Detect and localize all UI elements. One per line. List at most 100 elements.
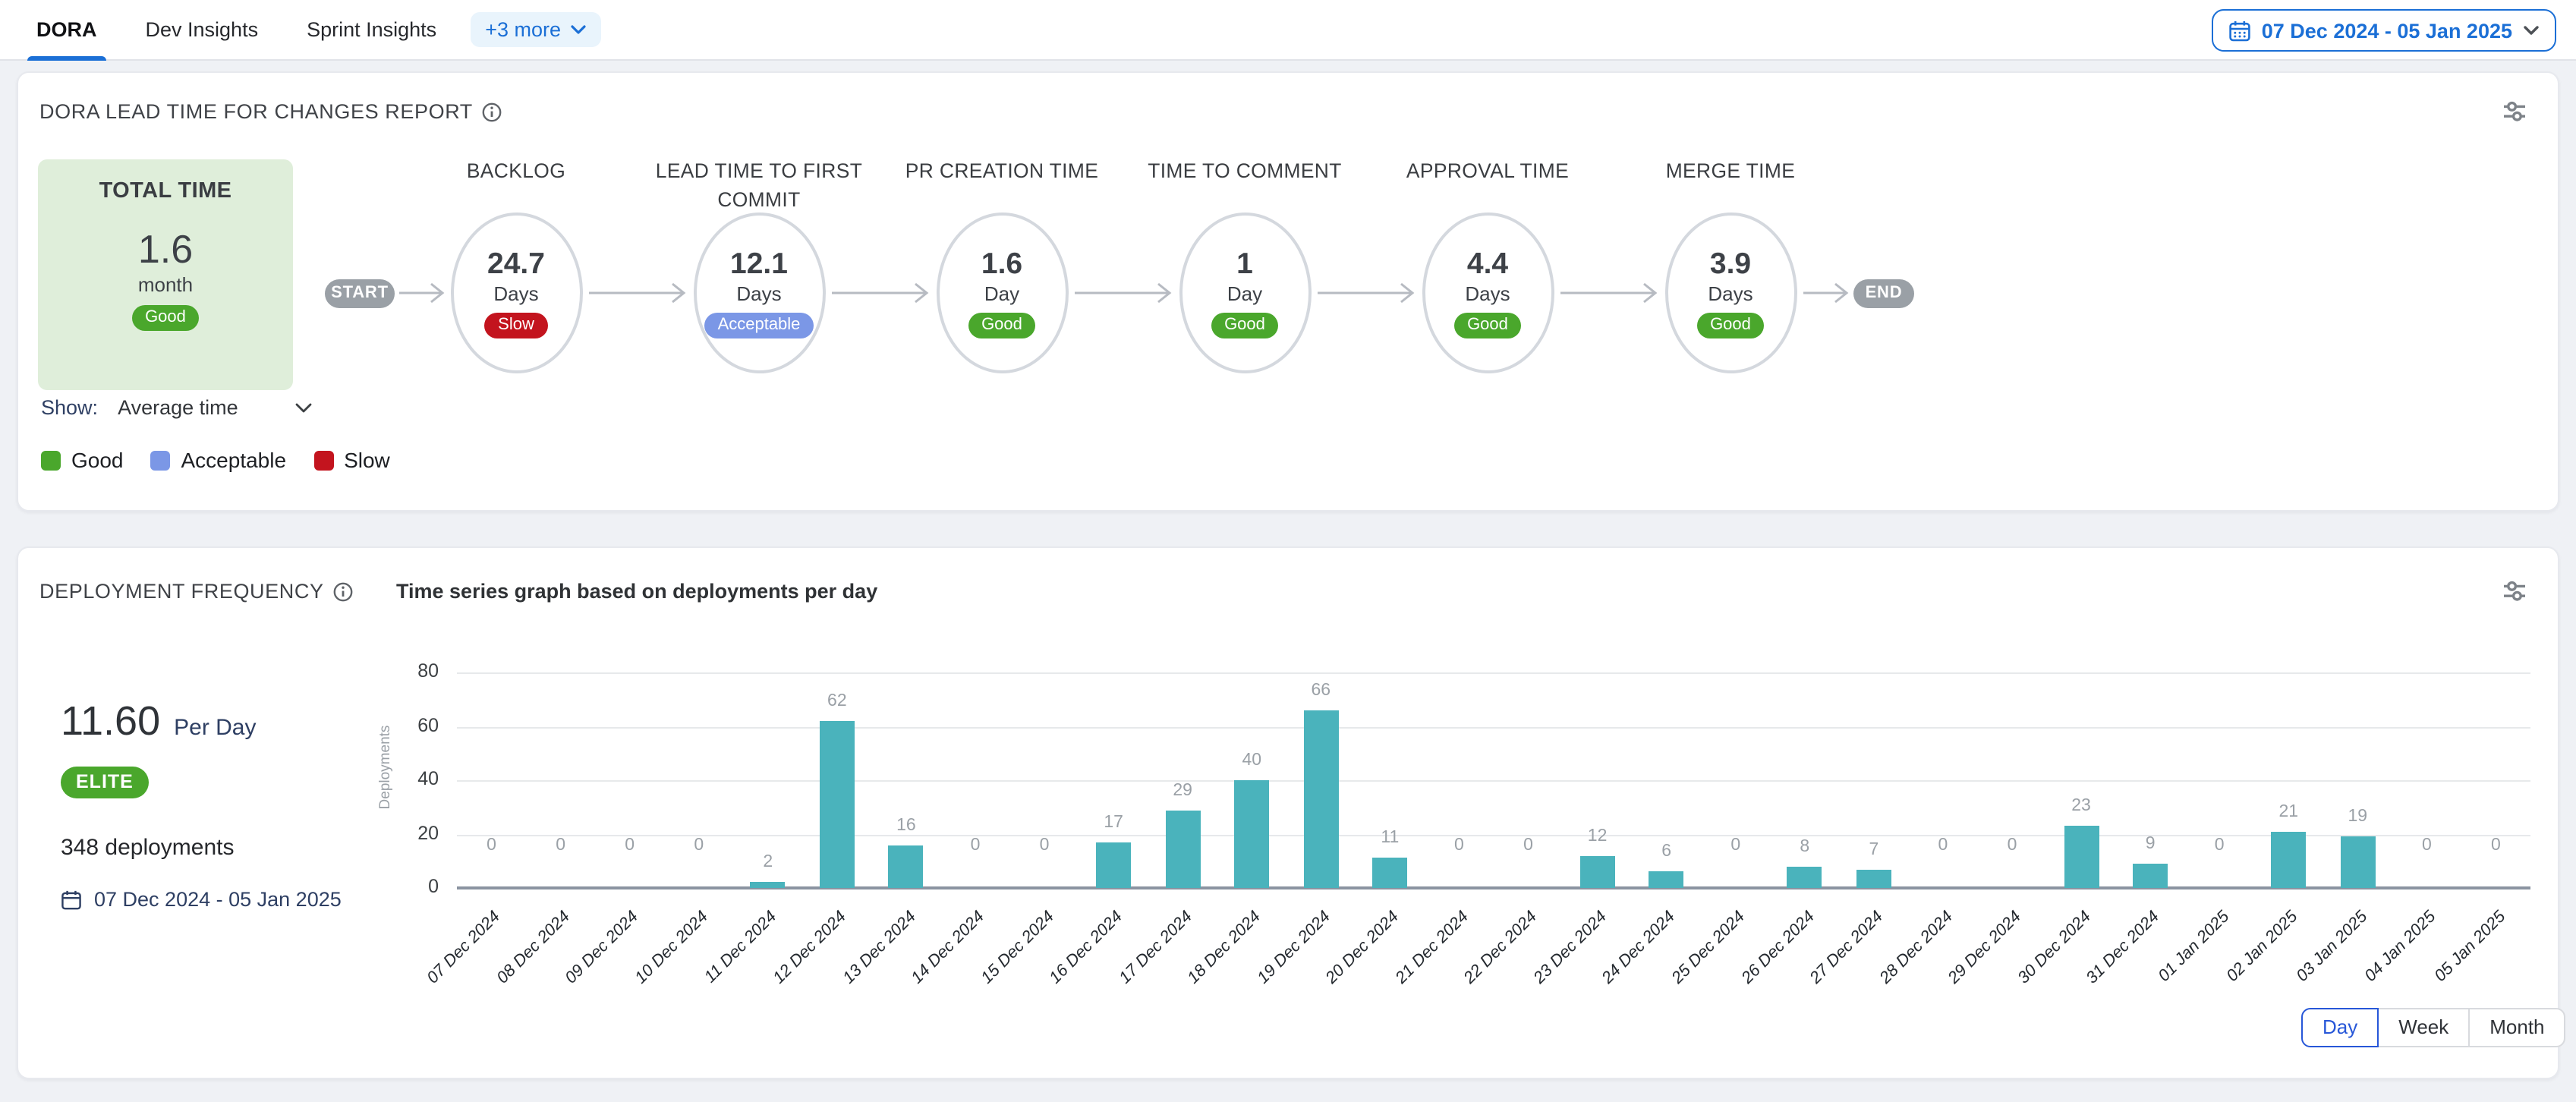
more-tabs-button[interactable]: +3 more	[470, 12, 600, 47]
deployments-total: 348 deployments	[61, 835, 235, 861]
bar-value-label: 29	[1173, 781, 1192, 800]
calendar-icon	[61, 889, 81, 909]
info-icon[interactable]	[482, 101, 503, 122]
bar-value-label: 12	[1587, 826, 1608, 845]
bar-value-label: 8	[1800, 837, 1810, 856]
info-icon[interactable]	[333, 581, 354, 602]
flow-arrow	[589, 282, 686, 304]
chevron-down-icon	[295, 402, 312, 412]
lead-time-card-title: DORA LEAD TIME FOR CHANGES REPORT	[39, 100, 503, 123]
deploy-chart-title: Time series graph based on deployments p…	[396, 580, 878, 603]
bar-value-label: 0	[487, 836, 496, 855]
stage-unit: Days	[736, 282, 782, 305]
deployment-bar[interactable]	[1649, 871, 1684, 888]
deployment-bar[interactable]	[1303, 710, 1339, 888]
deployment-bar[interactable]	[2340, 836, 2376, 888]
stage-status-badge: Acceptable	[704, 313, 814, 338]
lead-time-title-text: DORA LEAD TIME FOR CHANGES REPORT	[39, 100, 473, 123]
legend-item-acceptable: Acceptable	[150, 448, 287, 472]
bar-value-label: 11	[1381, 829, 1400, 848]
stage-circle-1: 24.7 Days Slow	[450, 213, 582, 373]
legend-item-slow: Slow	[313, 448, 390, 472]
legend-swatch	[150, 450, 171, 470]
granularity-control: Day Week Month	[2301, 1008, 2566, 1047]
calendar-icon	[2229, 20, 2250, 41]
deployment-bar[interactable]	[750, 882, 786, 888]
stage-title-3: PR CREATION TIME	[905, 159, 1099, 182]
bar-value-label: 40	[1242, 751, 1262, 770]
bar-value-label: 6	[1661, 842, 1672, 861]
total-time-unit: month	[137, 273, 194, 296]
bar-value-label: 21	[2278, 802, 2299, 821]
bar-value-label: 0	[2214, 836, 2225, 855]
gridline-60	[457, 726, 2530, 728]
deployment-bar[interactable]	[1096, 842, 1132, 888]
date-range-label: 07 Dec 2024 - 05 Jan 2025	[2261, 19, 2512, 42]
flow-arrow	[1560, 282, 1658, 304]
stage-unit: Days	[493, 282, 539, 305]
bar-value-label: 19	[2348, 808, 2368, 826]
total-time-card: TOTAL TIME 1.6 month Good	[38, 159, 293, 390]
deployment-bar[interactable]	[1787, 866, 1822, 888]
deployment-bar[interactable]	[2064, 826, 2099, 888]
granularity-week[interactable]: Week	[2377, 1008, 2471, 1047]
y-tick-20: 20	[417, 822, 439, 843]
y-axis-label: Deployments	[377, 725, 394, 810]
stage-value: 24.7	[487, 247, 545, 281]
filter-sliders-icon	[2504, 581, 2525, 601]
lead-time-card: DORA LEAD TIME FOR CHANGES REPORT TOTAL …	[17, 71, 2559, 512]
date-range-picker[interactable]: 07 Dec 2024 - 05 Jan 2025	[2211, 9, 2556, 52]
deployment-frequency-card: DEPLOYMENT FREQUENCY Time series graph b…	[17, 546, 2566, 1079]
stage-title-4: TIME TO COMMENT	[1148, 159, 1342, 182]
bar-value-label: 0	[556, 836, 565, 855]
deployment-bar[interactable]	[2133, 864, 2168, 888]
deployment-bar[interactable]	[1234, 780, 1270, 888]
deployment-bar[interactable]	[1165, 810, 1201, 888]
bar-value-label: 0	[2421, 836, 2432, 855]
flow-arrow	[1318, 282, 1415, 304]
flow-arrow	[1075, 282, 1172, 304]
stage-title-5: APPROVAL TIME	[1406, 159, 1570, 182]
legend-label: Acceptable	[181, 448, 287, 472]
stage-unit: Days	[1708, 282, 1753, 305]
show-dropdown[interactable]: Show: Average time	[41, 396, 313, 419]
total-time-value: 1.6	[137, 226, 194, 272]
deployment-settings-button[interactable]	[2502, 580, 2527, 603]
deployment-bar[interactable]	[888, 845, 924, 888]
deployment-rate-unit: Per Day	[174, 715, 257, 741]
stage-title-2: LEAD TIME TO FIRST COMMIT	[655, 159, 863, 212]
stage-value: 12.1	[730, 247, 788, 281]
y-tick-60: 60	[417, 714, 439, 735]
tab-sprint-insights[interactable]: Sprint Insights	[307, 17, 437, 40]
granularity-day[interactable]: Day	[2301, 1008, 2379, 1047]
lead-time-flow: START END BACKLOG 24.7 Days Slow LEAD TIME T…	[18, 73, 2558, 510]
bar-value-label: 0	[1938, 836, 1948, 855]
tab-dora[interactable]: DORA	[27, 0, 106, 60]
deployment-bar[interactable]	[819, 720, 855, 888]
top-tab-bar: DORA Dev Insights Sprint Insights +3 more …	[0, 0, 2576, 61]
bar-value-label: 62	[827, 691, 847, 710]
stage-circle-2: 12.1 Days Acceptable	[693, 213, 825, 373]
bar-value-label: 0	[1523, 836, 1533, 855]
stage-value: 1.6	[981, 247, 1023, 281]
stage-circle-6: 3.9 Days Good	[1664, 213, 1797, 373]
flow-end-pill: END	[1853, 279, 1914, 308]
x-tick-label: 05 Jan 2025	[2430, 908, 2509, 986]
bar-value-label: 66	[1311, 681, 1331, 700]
tier-badge: ELITE	[61, 767, 149, 798]
more-tabs-label: +3 more	[485, 18, 561, 41]
lead-time-settings-button[interactable]	[2502, 100, 2527, 123]
gridline-0	[457, 886, 2530, 889]
deployment-card-title: DEPLOYMENT FREQUENCY	[39, 580, 354, 603]
bar-value-label: 0	[625, 836, 635, 855]
granularity-month[interactable]: Month	[2468, 1008, 2566, 1047]
deployment-bar[interactable]	[1372, 858, 1408, 888]
deployment-bar[interactable]	[2271, 831, 2307, 888]
bar-value-label: 0	[1039, 836, 1050, 855]
gridline-80	[457, 672, 2530, 674]
legend-item-good: Good	[41, 448, 124, 472]
deployment-bar[interactable]	[1579, 855, 1615, 888]
deployment-bar[interactable]	[1856, 869, 1891, 888]
tab-dev-insights[interactable]: Dev Insights	[145, 17, 259, 40]
